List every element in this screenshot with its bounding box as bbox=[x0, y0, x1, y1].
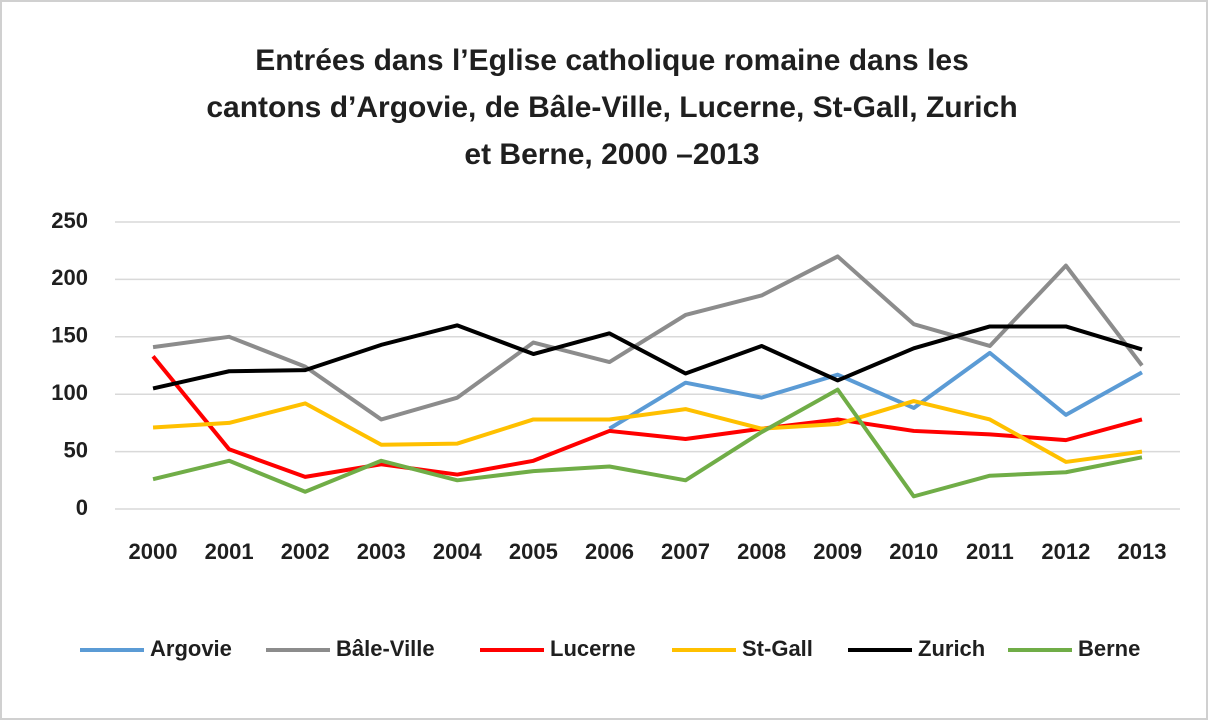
series-line bbox=[152, 387, 1143, 499]
x-tick-label: 2008 bbox=[737, 539, 786, 564]
y-tick-label: 150 bbox=[51, 323, 88, 348]
x-tick-label: 2001 bbox=[205, 539, 254, 564]
legend-label: Zurich bbox=[918, 636, 985, 661]
y-tick-label: 200 bbox=[51, 265, 88, 290]
x-tick-label: 2000 bbox=[129, 539, 178, 564]
legend-label: Berne bbox=[1078, 636, 1140, 661]
legend-label: Argovie bbox=[150, 636, 232, 661]
x-tick-label: 2012 bbox=[1041, 539, 1090, 564]
x-tick-label: 2005 bbox=[509, 539, 558, 564]
chart-title: et Berne, 2000 –2013 bbox=[464, 138, 759, 171]
y-tick-label: 0 bbox=[76, 495, 88, 520]
x-tick-label: 2007 bbox=[661, 539, 710, 564]
series-line bbox=[152, 399, 1143, 464]
y-tick-label: 250 bbox=[51, 208, 88, 233]
y-tick-label: 100 bbox=[51, 380, 88, 405]
series-line bbox=[152, 254, 1144, 422]
y-tick-label: 50 bbox=[64, 437, 88, 462]
chart-title: Entrées dans l’Eglise catholique romaine… bbox=[255, 44, 969, 77]
series-line bbox=[608, 350, 1143, 431]
x-tick-label: 2010 bbox=[889, 539, 938, 564]
legend-label: Lucerne bbox=[550, 636, 636, 661]
x-tick-label: 2002 bbox=[281, 539, 330, 564]
legend-label: St-Gall bbox=[742, 636, 813, 661]
series-line bbox=[152, 323, 1143, 391]
x-tick-label: 2011 bbox=[966, 539, 1014, 564]
x-tick-label: 2009 bbox=[813, 539, 862, 564]
series-line bbox=[151, 355, 1143, 479]
x-tick-label: 2003 bbox=[357, 539, 406, 564]
x-tick-label: 2004 bbox=[433, 539, 483, 564]
x-tick-label: 2013 bbox=[1117, 539, 1166, 564]
x-tick-label: 2006 bbox=[585, 539, 634, 564]
legend-label: Bâle-Ville bbox=[336, 636, 435, 661]
chart-title: cantons d’Argovie, de Bâle-Ville, Lucern… bbox=[206, 91, 1017, 124]
